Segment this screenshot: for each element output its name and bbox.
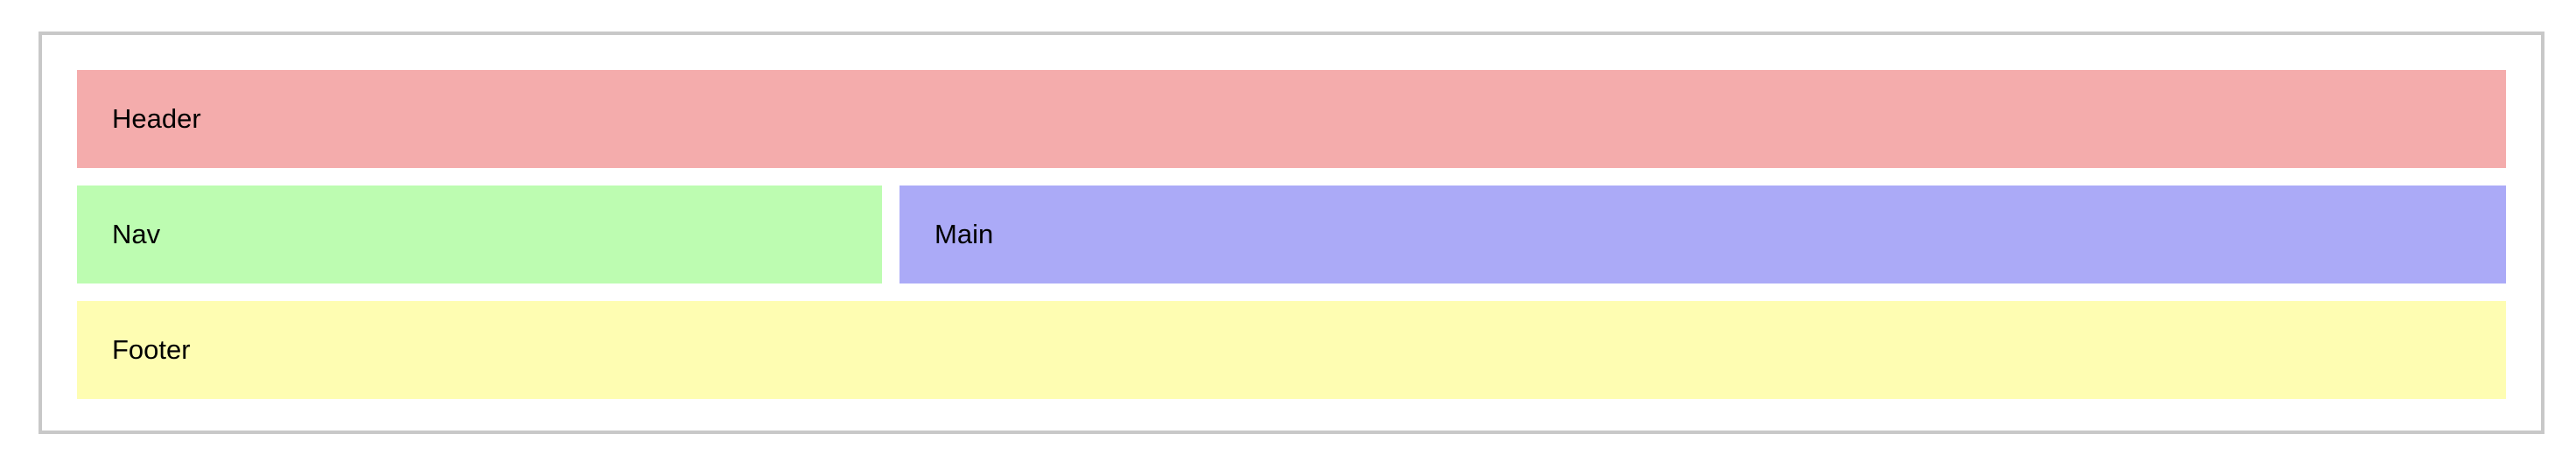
nav-label: Nav [112,219,161,249]
nav-region: Nav [77,186,882,284]
main-region: Main [900,186,2506,284]
main-label: Main [934,219,994,249]
header-label: Header [112,103,201,134]
layout-container: Header Nav Main Footer [38,32,2544,434]
footer-label: Footer [112,334,191,365]
header-region: Header [77,70,2506,168]
footer-region: Footer [77,301,2506,399]
